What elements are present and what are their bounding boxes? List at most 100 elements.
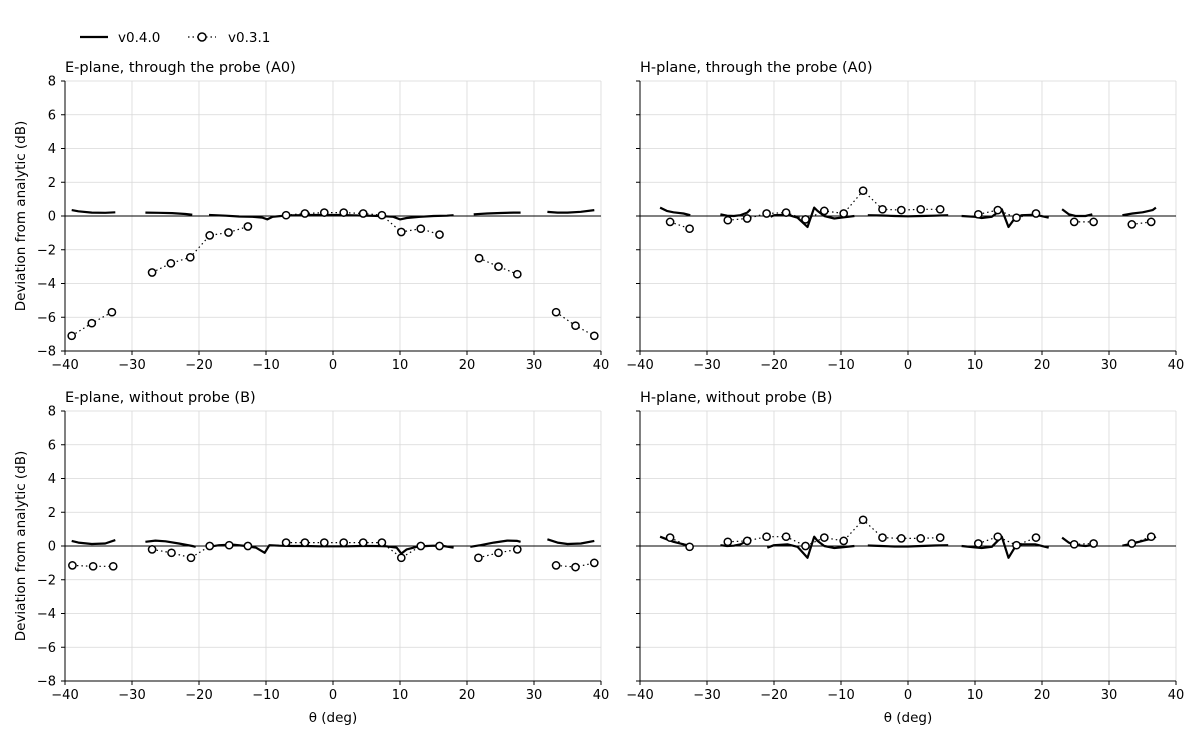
data-point [665, 533, 675, 542]
y-tick-label: −8 [37, 345, 56, 360]
data-point [916, 204, 926, 214]
data-point [858, 515, 868, 525]
series-line-segment [867, 214, 949, 218]
data-point [435, 541, 444, 551]
series-line-segment [1061, 208, 1093, 218]
data-point [396, 553, 406, 563]
data-point [435, 230, 444, 239]
data-point [494, 262, 503, 271]
data-point [358, 209, 368, 218]
x-axis-label: θ (deg) [884, 710, 933, 726]
data-point [896, 205, 906, 215]
data-point [993, 532, 1003, 542]
x-tick-label: −40 [51, 358, 78, 373]
x-tick-label: 40 [593, 688, 610, 703]
x-tick-label: −40 [51, 688, 78, 703]
x-tick-label: −20 [185, 358, 212, 373]
data-point [1089, 539, 1098, 548]
series-line-segment [71, 209, 116, 214]
y-tick-label: −2 [37, 243, 56, 258]
x-tick-label: 20 [459, 688, 476, 703]
x-tick-label: −30 [693, 688, 720, 703]
data-point [1146, 532, 1156, 542]
data-point [281, 210, 291, 220]
panel-title: H-plane, without probe (B) [640, 390, 832, 406]
data-point [224, 228, 233, 237]
data-point [474, 253, 484, 263]
panel-3: −40 −30 −20 −10 0 10 20 30 40−8−6−4−202468E-plan… [13, 390, 609, 726]
series-v0-3-1 [665, 515, 1156, 552]
x-tick-label: 40 [1168, 688, 1185, 703]
x-tick-label: 10 [392, 688, 409, 703]
data-point [416, 224, 426, 234]
x-tick-label: 20 [1034, 358, 1051, 373]
panel-1: −40 −30 −20 −10 0 10 20 30 40−8−6−4−202468E-plan… [13, 60, 609, 373]
data-point [935, 533, 945, 542]
series-v0-4-0 [71, 209, 595, 221]
x-tick-label: −30 [118, 688, 145, 703]
x-tick-label: −10 [827, 688, 854, 703]
y-tick-label: −6 [37, 311, 56, 326]
data-point [916, 534, 926, 543]
data-point [205, 541, 215, 551]
x-tick-label: −40 [626, 688, 653, 703]
data-point [742, 536, 752, 546]
series-line-segment [470, 539, 521, 548]
series-line-segment [669, 221, 690, 230]
legend-label-v0-3-1: v0.3.1 [228, 30, 270, 46]
series-line-segment [867, 544, 949, 548]
data-point [167, 548, 176, 558]
y-axis-label: Deviation from analytic (dB) [13, 451, 29, 642]
y-tick-label: −2 [37, 573, 56, 588]
data-point [1031, 533, 1041, 542]
data-point [839, 536, 849, 546]
data-point [377, 538, 387, 547]
y-tick-label: 8 [48, 75, 56, 90]
data-point [243, 541, 253, 551]
y-tick-label: 4 [48, 472, 56, 487]
x-tick-label: −40 [626, 358, 653, 373]
data-point [147, 268, 157, 277]
data-point [358, 538, 368, 547]
data-point [243, 222, 253, 231]
data-point [147, 545, 157, 554]
series-v0-3-1 [68, 538, 599, 572]
x-tick-label: 0 [904, 358, 912, 373]
data-point [973, 209, 983, 219]
x-tick-label: 30 [1101, 358, 1118, 373]
series-line-segment [1074, 542, 1094, 545]
y-tick-label: 0 [48, 210, 56, 225]
x-tick-label: 20 [1034, 688, 1051, 703]
data-point [801, 215, 810, 224]
data-point [281, 538, 291, 547]
data-point [396, 227, 406, 237]
data-point [1146, 217, 1156, 227]
x-tick-label: −10 [827, 358, 854, 373]
data-point [68, 561, 77, 570]
series-line-segment [1122, 206, 1157, 217]
series-v0-3-1 [67, 208, 599, 341]
x-tick-label: −10 [252, 688, 279, 703]
legend-marker-v0-3-1 [197, 32, 207, 42]
x-tick-label: −20 [760, 688, 787, 703]
series-line-segment [145, 211, 193, 216]
data-point [377, 210, 387, 220]
data-point [1012, 540, 1021, 550]
x-tick-label: 0 [329, 358, 337, 373]
data-point [762, 209, 771, 218]
data-point [571, 321, 580, 331]
data-point [300, 538, 310, 547]
x-tick-label: 10 [967, 358, 984, 373]
x-tick-label: 30 [526, 358, 543, 373]
panel-title: E-plane, through the probe (A0) [65, 60, 296, 76]
data-point [67, 331, 77, 341]
data-point [878, 533, 887, 542]
panel-4: −40 −30 −20 −10 0 10 20 30 40 H-plane, without pr… [626, 390, 1184, 726]
data-point [108, 561, 118, 571]
x-tick-label: 20 [459, 358, 476, 373]
x-tick-label: 40 [1168, 358, 1185, 373]
data-point [474, 553, 483, 563]
series-line-segment [547, 538, 595, 546]
data-point [973, 539, 983, 548]
y-tick-label: 0 [48, 540, 56, 555]
